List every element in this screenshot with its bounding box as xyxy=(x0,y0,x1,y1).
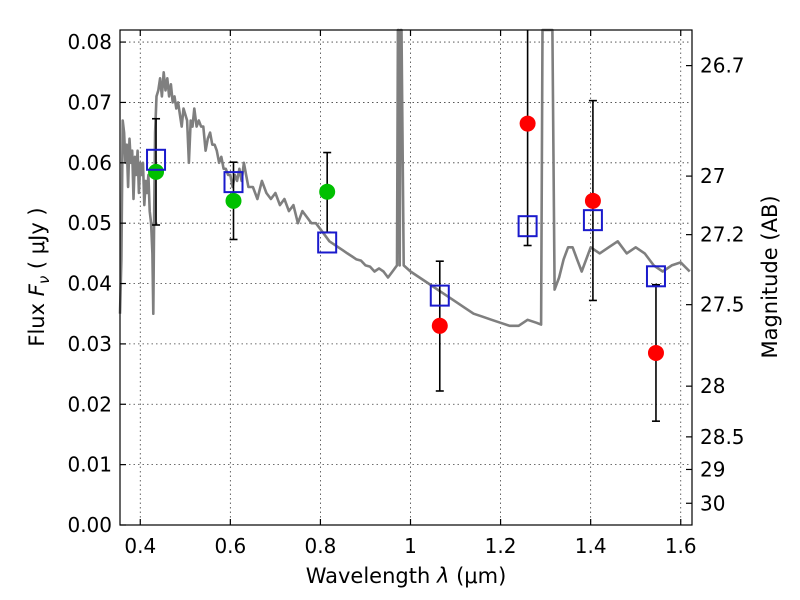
sed-spectrum xyxy=(118,28,691,328)
observed-point xyxy=(584,192,601,209)
y2-tick-label: 27 xyxy=(700,164,725,188)
model-point xyxy=(429,284,450,307)
y2-tick-label: 30 xyxy=(700,491,725,515)
y-tick-label: 0.01 xyxy=(67,453,112,477)
y-tick-label: 0.07 xyxy=(67,90,112,114)
observed-point xyxy=(225,192,242,209)
x-tick-label: 0.4 xyxy=(124,534,156,558)
y2-tick-label: 28 xyxy=(700,374,725,398)
observed-point xyxy=(647,344,664,361)
y2-tick-label: 26.7 xyxy=(700,54,745,78)
model-points xyxy=(146,148,666,307)
axis-ticks xyxy=(120,30,692,526)
y2-axis-label: Magnitude (AB) xyxy=(758,195,782,358)
y2-tick-label: 29 xyxy=(700,457,725,481)
observed-point xyxy=(519,115,536,132)
observed-point xyxy=(319,183,336,200)
y-tick-label: 0.04 xyxy=(67,272,112,296)
model-point xyxy=(223,171,244,194)
y-tick-label: 0.08 xyxy=(67,30,112,54)
y-tick-label: 0.02 xyxy=(67,392,112,416)
y-tick-label: 0.00 xyxy=(67,513,112,537)
model-point xyxy=(645,265,666,288)
model-point xyxy=(146,148,167,171)
y2-tick-label: 28.5 xyxy=(700,425,745,449)
y-tick-label: 0.06 xyxy=(67,151,112,175)
spectrum-line xyxy=(118,28,691,328)
model-point xyxy=(582,209,603,232)
model-point xyxy=(317,231,338,254)
x-tick-label: 1.4 xyxy=(575,534,607,558)
y2-tick-label: 27.5 xyxy=(700,293,745,317)
y-tick-labels: 0.00 0.01 0.02 0.03 0.04 0.05 0.06 0.07 0.08 xyxy=(67,30,112,537)
x-axis-label: Wavelength λ (μm) xyxy=(306,564,507,588)
observed-point xyxy=(148,163,165,180)
grid-lines xyxy=(120,30,692,525)
y2-tick-labels: 26.7 27 27.2 27.5 28 28.5 29 30 xyxy=(700,54,745,516)
y-tick-label: 0.05 xyxy=(67,211,112,235)
observed-point xyxy=(431,317,448,334)
plot-frame xyxy=(119,29,693,526)
x-tick-label: 1.6 xyxy=(665,534,697,558)
model-point xyxy=(517,215,538,238)
x-tick-labels: 0.4 0.6 0.8 1 1.2 1.4 1.6 xyxy=(124,534,696,558)
data-points xyxy=(148,115,664,361)
y-axis-label: Flux Fν ( μJy ) xyxy=(25,207,53,346)
x-tick-label: 1.2 xyxy=(485,534,517,558)
x-tick-label: 1 xyxy=(404,534,417,558)
x-tick-label: 0.8 xyxy=(305,534,337,558)
y2-tick-label: 27.2 xyxy=(700,223,745,247)
y-tick-label: 0.03 xyxy=(67,332,112,356)
x-tick-label: 0.6 xyxy=(214,534,246,558)
